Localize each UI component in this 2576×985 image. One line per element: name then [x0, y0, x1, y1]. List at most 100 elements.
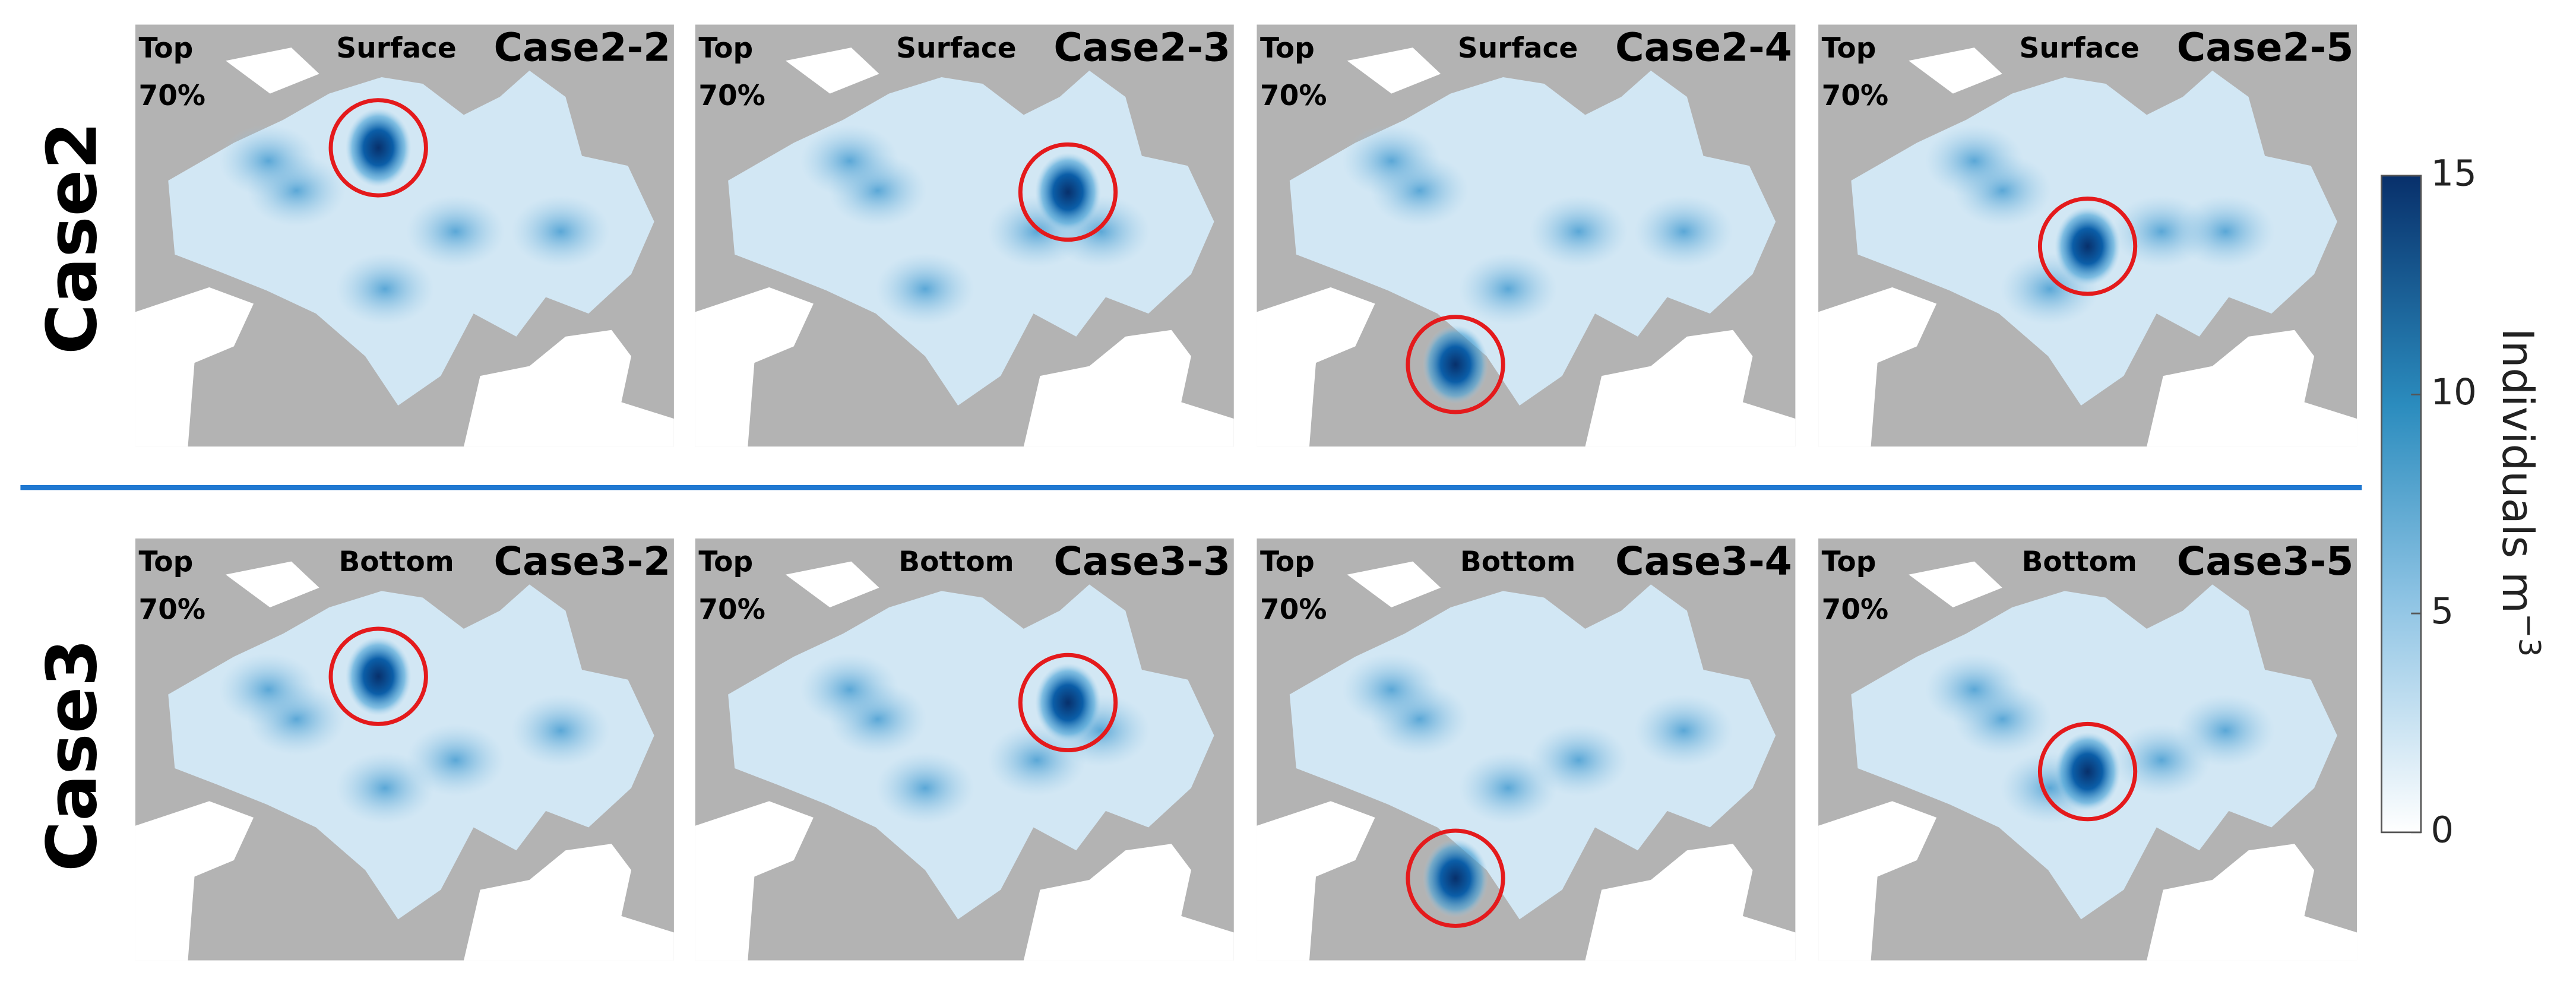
- map-panel: Top 70% Bottom Case3-2: [135, 538, 674, 961]
- map-panel: Top 70% Surface Case2-4: [1257, 24, 1796, 447]
- density-patch: [1342, 125, 1441, 197]
- land-area: [1023, 844, 1234, 961]
- land-area: [1909, 47, 2002, 94]
- land-area: [785, 47, 879, 94]
- land-area: [1257, 801, 1375, 961]
- colorbar-tick-label: 0: [2431, 809, 2454, 851]
- land-area: [695, 801, 814, 961]
- density-patch: [511, 694, 610, 767]
- density-patch: [219, 125, 318, 197]
- density-patch: [1634, 694, 1733, 767]
- depth-label: Top: [139, 546, 194, 578]
- map-panel: Top 70% Surface Case2-5: [1818, 24, 2357, 447]
- layer-label: Bottom: [1460, 546, 1575, 578]
- case-label: Case2-4: [1615, 24, 1792, 70]
- colorbar-label-exponent: −3: [2512, 613, 2547, 657]
- case-label: Case3-2: [493, 538, 670, 584]
- land-area: [695, 287, 814, 447]
- hotspot-circle: [2037, 721, 2138, 822]
- colorbar-tick-label: 5: [2431, 591, 2454, 632]
- density-patch: [1458, 252, 1558, 325]
- hotspot-circle: [1406, 828, 1505, 928]
- density-patch: [1925, 125, 2024, 197]
- percent-label: 70%: [139, 80, 206, 112]
- percent-label: 70%: [698, 593, 765, 626]
- case-label: Case2-5: [2177, 24, 2354, 70]
- case-label: Case3-4: [1615, 538, 1792, 584]
- hotspot: [2055, 207, 2121, 286]
- depth-label: Top: [1260, 546, 1315, 578]
- layer-label: Surface: [1458, 32, 1578, 65]
- density-patch: [1634, 195, 1733, 268]
- map-panel: Top 70% Surface Case2-2: [135, 24, 674, 447]
- land-area: [226, 47, 319, 94]
- hotspot: [1422, 325, 1489, 404]
- depth-label: Top: [1822, 32, 1876, 65]
- density-patch: [875, 752, 974, 825]
- hotspot: [1035, 663, 1101, 742]
- land-area: [226, 561, 319, 608]
- layer-label: Surface: [336, 32, 456, 65]
- land-area: [1347, 47, 1441, 94]
- density-patch: [875, 252, 974, 325]
- depth-label: Top: [1260, 32, 1315, 65]
- land-area: [1818, 287, 1937, 447]
- layer-label: Surface: [2020, 32, 2140, 65]
- density-patch: [1925, 653, 2024, 726]
- map-panel: Top 70% Bottom Case3-5: [1818, 538, 2357, 961]
- land-area: [2147, 844, 2357, 961]
- land-area: [463, 330, 674, 447]
- density-patch: [2176, 195, 2275, 268]
- colorbar-tick-label: 10: [2431, 372, 2476, 413]
- density-patch: [2176, 694, 2275, 767]
- depth-label: Top: [139, 32, 194, 65]
- case-label: Case2-2: [493, 24, 670, 70]
- hotspot: [2055, 732, 2121, 811]
- land-area: [1585, 330, 1796, 447]
- row-label: Case2: [33, 122, 113, 354]
- land-area: [1909, 561, 2002, 608]
- case-label: Case3-5: [2177, 538, 2354, 584]
- density-patch: [1529, 195, 1628, 268]
- hotspot-circle: [1018, 142, 1118, 242]
- land-area: [1347, 561, 1441, 608]
- hotspot-circle: [1406, 315, 1505, 414]
- land-area: [1023, 330, 1234, 447]
- land-area: [1818, 801, 1937, 961]
- percent-label: 70%: [1822, 593, 1889, 626]
- land-area: [463, 844, 674, 961]
- density-patch: [219, 653, 318, 726]
- hotspot-circle: [328, 626, 428, 726]
- density-patch: [406, 195, 505, 268]
- colorbar-tick-label: 15: [2431, 153, 2476, 194]
- layer-label: Bottom: [898, 546, 1014, 578]
- land-area: [135, 287, 254, 447]
- depth-label: Top: [1822, 546, 1876, 578]
- percent-label: 70%: [1822, 80, 1889, 112]
- density-patch: [1458, 752, 1558, 825]
- percent-label: 70%: [698, 80, 765, 112]
- hotspot: [345, 636, 412, 716]
- land-area: [1585, 844, 1796, 961]
- density-patch: [336, 752, 435, 825]
- land-area: [135, 801, 254, 961]
- percent-label: 70%: [1260, 593, 1327, 626]
- colorbar: [2381, 175, 2422, 834]
- depth-label: Top: [698, 32, 753, 65]
- land-area: [1257, 287, 1375, 447]
- land-area: [785, 561, 879, 608]
- colorbar-label: Individuals m−3: [2493, 328, 2547, 657]
- map-panel: Top 70% Bottom Case3-3: [695, 538, 1234, 961]
- density-patch: [336, 252, 435, 325]
- depth-label: Top: [698, 546, 753, 578]
- hotspot-circle: [328, 98, 428, 198]
- layer-label: Surface: [896, 32, 1016, 65]
- density-patch: [1342, 653, 1441, 726]
- density-patch: [800, 125, 899, 197]
- hotspot-circle: [2037, 197, 2138, 296]
- row-label: Case3: [33, 639, 113, 872]
- hotspot: [1422, 838, 1489, 918]
- map-panel: Top 70% Bottom Case3-4: [1257, 538, 1796, 961]
